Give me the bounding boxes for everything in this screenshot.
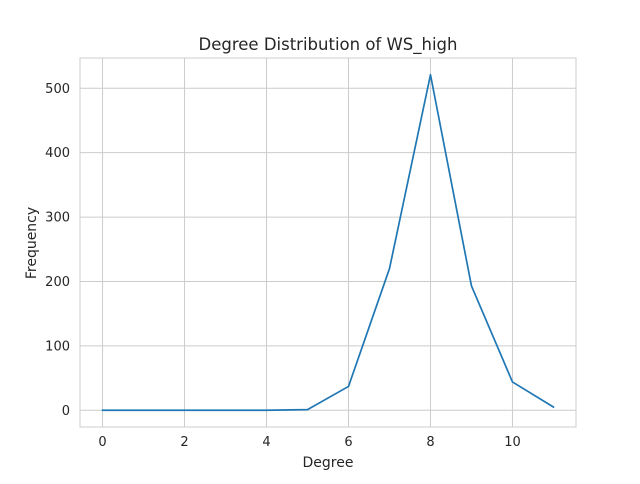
y-tick-label: 300 [45,211,70,226]
series-line [101,73,555,412]
x-tick-label: 8 [426,435,434,450]
y-tick-label: 400 [45,146,70,161]
x-tick-label: 4 [262,435,270,450]
gridlines [80,58,576,427]
x-tick-label: 2 [180,435,188,450]
plot-frame [79,57,577,428]
y-tick-label: 500 [45,82,70,97]
y-tick-label: 0 [62,404,70,419]
x-tick-label: 6 [344,435,352,450]
x-tick-label: 0 [98,435,106,450]
x-axis-label: Degree [303,455,354,471]
y-tick-label: 200 [45,275,70,290]
chart-title: Degree Distribution of WS_high [199,35,458,55]
series-layer [101,73,555,412]
y-axis-label: Frequency [24,207,40,279]
y-tick-label: 100 [45,339,70,354]
x-tick-label: 10 [504,435,521,450]
